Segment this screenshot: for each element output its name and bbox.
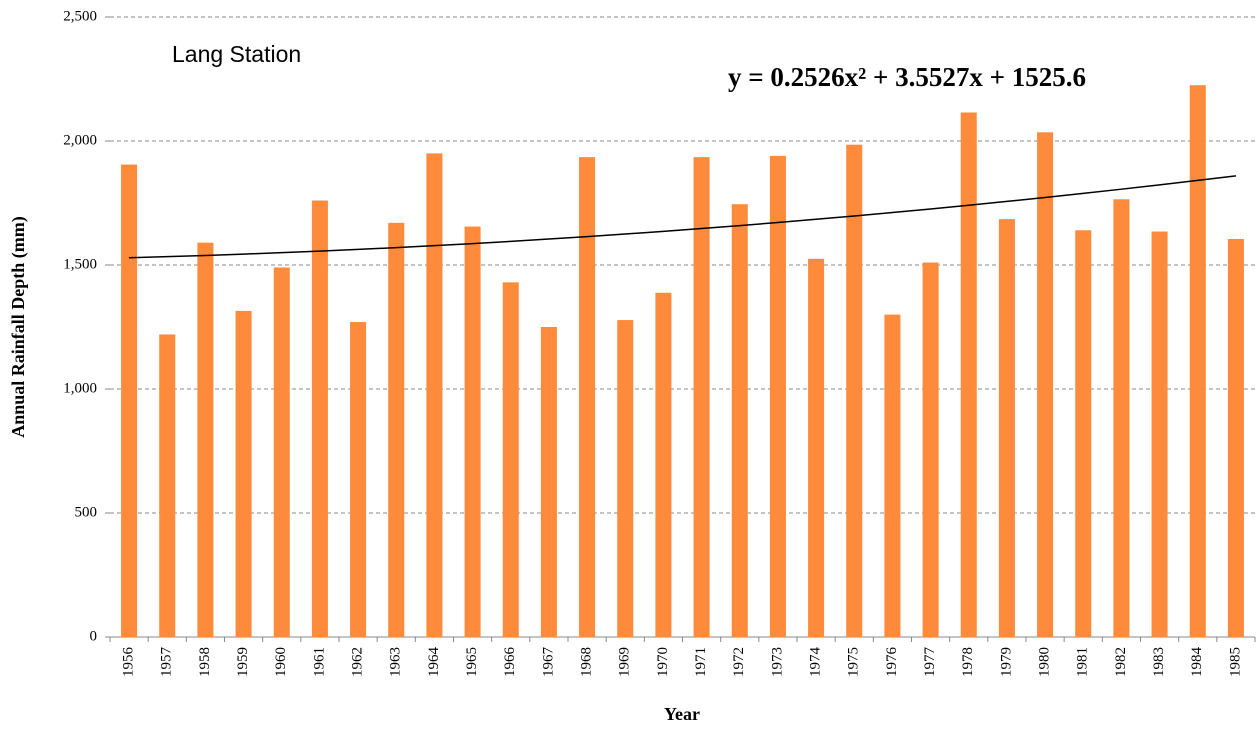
x-tick-label: 1963 [388, 647, 404, 677]
x-tick-label: 1973 [769, 647, 785, 677]
bar [540, 327, 557, 637]
x-tick-label: 1979 [998, 647, 1014, 677]
trend-equation: y = 0.2526x² + 3.5527x + 1525.6 [728, 62, 1086, 92]
x-tick-label: 1976 [884, 647, 900, 678]
y-tick-label: 1,000 [63, 380, 97, 396]
bar [884, 314, 901, 637]
x-tick-label: 1978 [960, 647, 976, 677]
x-tick-label: 1974 [808, 647, 824, 678]
x-tick-label: 1983 [1151, 647, 1167, 677]
bar [769, 155, 786, 637]
bar [426, 153, 443, 637]
x-tick-label: 1981 [1075, 647, 1091, 677]
x-tick-label: 1972 [731, 647, 747, 677]
bar [1227, 238, 1244, 637]
y-tick-label: 2,500 [63, 8, 97, 24]
bar [1189, 85, 1206, 637]
x-tick-label: 1985 [1227, 647, 1243, 677]
x-tick-label: 1967 [540, 647, 556, 678]
trend-line [129, 175, 1237, 259]
x-tick-label: 1961 [311, 647, 327, 677]
bar [579, 157, 596, 637]
bar [273, 267, 290, 637]
bar [502, 282, 519, 637]
y-tick-label: 0 [90, 628, 98, 644]
x-tick-label: 1971 [693, 647, 709, 677]
x-axis-label: Year [664, 704, 700, 724]
x-tick-label: 1964 [426, 647, 442, 678]
bar [311, 200, 328, 637]
bar [922, 262, 939, 637]
bar [846, 144, 863, 637]
bar [1037, 132, 1054, 637]
bar [464, 226, 481, 637]
x-tick-label: 1965 [464, 647, 480, 677]
bar [159, 334, 176, 637]
bar [998, 219, 1015, 637]
x-tick-label: 1969 [617, 647, 633, 677]
bar [197, 242, 214, 637]
bar [350, 322, 367, 637]
x-tick-label: 1984 [1189, 647, 1205, 678]
x-tick-label: 1959 [235, 647, 251, 677]
x-tick-label: 1960 [273, 647, 289, 677]
bar [960, 112, 977, 638]
y-axis-label: Annual Rainfall Depth (mm) [8, 216, 29, 438]
x-tick-label: 1977 [922, 647, 938, 678]
x-tick-label: 1982 [1113, 647, 1129, 677]
bar [808, 258, 825, 637]
chart-title: Lang Station [172, 41, 301, 67]
x-tick-label: 1958 [197, 647, 213, 677]
x-tick-label: 1956 [121, 647, 137, 678]
x-tick-label: 1970 [655, 647, 671, 677]
bar [617, 320, 634, 637]
bar [1151, 231, 1168, 637]
x-tick-label: 1966 [502, 647, 518, 678]
bar [121, 164, 138, 637]
bar [655, 292, 672, 637]
x-tick-label: 1962 [350, 647, 366, 677]
y-tick-label: 1,500 [63, 256, 97, 272]
bar [1113, 199, 1130, 637]
x-tick-label: 1975 [846, 647, 862, 677]
x-tick-label: 1980 [1037, 647, 1053, 677]
x-tick-label: 1968 [579, 647, 595, 677]
bar [731, 204, 748, 638]
y-tick-label: 500 [75, 504, 98, 520]
bar [388, 222, 405, 637]
bar [693, 157, 710, 637]
bar [1075, 230, 1092, 637]
bar [235, 310, 252, 637]
y-tick-label: 2,000 [63, 132, 97, 148]
x-tick-label: 1957 [159, 647, 175, 678]
